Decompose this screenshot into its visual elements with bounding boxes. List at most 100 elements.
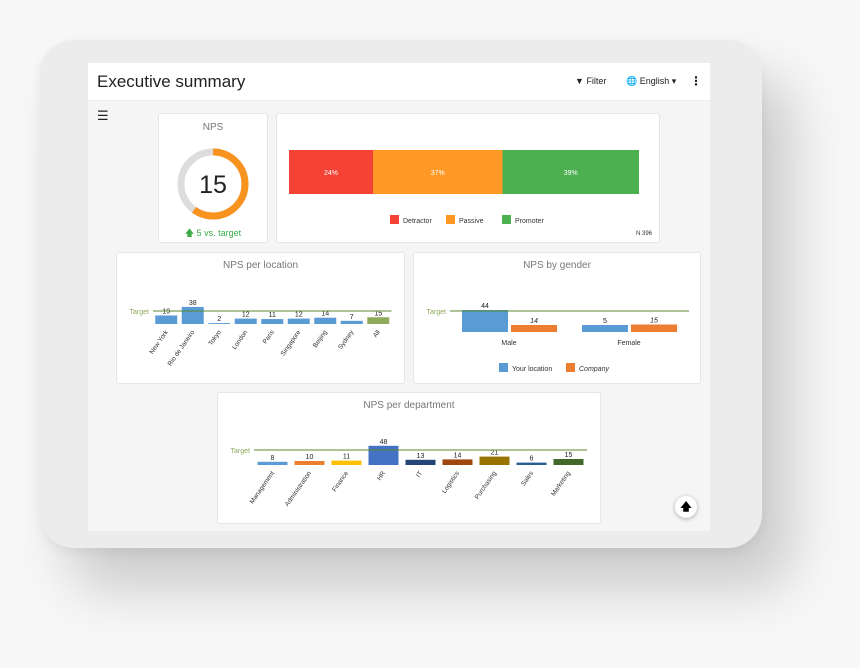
data-label: 15	[374, 310, 382, 317]
category-label: All	[372, 329, 382, 339]
category-label: IT	[415, 470, 424, 479]
data-label: 38	[189, 300, 197, 307]
nps-delta-text: 5 vs. target	[196, 228, 242, 238]
bar	[516, 462, 547, 465]
data-label: 8	[271, 455, 275, 462]
nps-gauge: 15	[177, 148, 249, 220]
legend-swatch	[502, 215, 511, 224]
data-label: 12	[295, 312, 303, 319]
legend-swatch	[390, 215, 399, 224]
app-bar: Executive summary ▼ Filter 🌐 English ▾ ⋮	[88, 63, 710, 101]
bar	[155, 315, 178, 324]
department-card: NPS per department Target 8 Management 10 Ad…	[217, 392, 601, 524]
category-label: Singapore	[280, 329, 303, 358]
data-label: 13	[417, 453, 425, 460]
data-label: 19	[162, 308, 170, 315]
location-title: NPS per location	[222, 260, 299, 271]
category-label: Rio de Janeiro	[167, 329, 197, 368]
bar	[181, 306, 204, 324]
bar	[234, 318, 257, 324]
segment-label: 24%	[324, 170, 338, 177]
segment-passive	[373, 150, 503, 194]
data-label: 14	[454, 452, 462, 459]
gender-title: NPS by gender	[523, 260, 591, 271]
bar	[405, 459, 436, 465]
nps-delta: 🡅 5 vs. target	[159, 226, 267, 242]
bar	[368, 445, 399, 465]
data-label: 12	[242, 312, 250, 319]
arrow-up-icon: 🡅	[184, 228, 195, 238]
bar	[294, 461, 325, 465]
bar	[462, 310, 508, 332]
department-chart: Target 8 Management 10 Administration 11 Finan…	[231, 439, 587, 508]
data-label: 5	[603, 318, 607, 325]
data-label: 44	[481, 303, 489, 310]
data-label: 15	[565, 452, 573, 459]
category-label: Marketing	[550, 470, 572, 498]
legend-label: Detractor	[403, 218, 432, 225]
legend-label: Your location	[512, 366, 552, 373]
nps-card: NPS 15 🡅 5 vs. target	[158, 113, 268, 243]
department-title: NPS per department	[363, 400, 455, 411]
location-card: NPS per location Target 19 New York 38 Rio d…	[116, 252, 405, 384]
sample-size: N 396	[636, 231, 653, 237]
category-label: Tokyo	[207, 329, 223, 347]
data-label: 11	[269, 312, 276, 319]
category-label: Female	[617, 340, 640, 347]
segment-promoter	[502, 150, 639, 194]
nps-card-title: NPS	[202, 122, 224, 133]
bar	[582, 325, 628, 332]
category-label: Administration	[284, 470, 314, 508]
location-chart: Target 19 New York 38 Rio de Janeiro 2 Tokyo 12…	[130, 300, 392, 368]
filter-label: Filter	[586, 76, 607, 86]
bar	[261, 319, 284, 324]
language-label: English	[639, 76, 670, 86]
filter-button[interactable]: ▼ Filter	[575, 76, 606, 86]
data-label: 14	[321, 311, 329, 318]
page-title: Executive summary	[97, 72, 246, 91]
gender-card: NPS by gender Target 44 14 Male 5 15 Female You…	[413, 252, 701, 384]
bar	[257, 461, 288, 465]
bar	[479, 456, 510, 465]
nps-score: 15	[199, 171, 227, 199]
bar	[340, 320, 363, 324]
legend-swatch	[499, 363, 508, 372]
target-label: Target	[427, 309, 447, 316]
distribution-card: 24% 37% 39% Detractor Passive Promoter N 396	[276, 113, 660, 243]
bar	[631, 324, 677, 332]
bar	[314, 317, 337, 324]
dashboard-screen: Executive summary ▼ Filter 🌐 English ▾ ⋮…	[88, 63, 710, 531]
legend-label: Company	[579, 366, 609, 373]
category-label: Sydney	[337, 329, 356, 351]
bar	[331, 460, 362, 465]
category-label: Beijing	[312, 329, 329, 349]
bar	[367, 317, 390, 324]
legend-label: Passive	[459, 218, 484, 225]
data-label: 15	[650, 318, 658, 325]
bar	[511, 325, 557, 332]
gauge-arc	[177, 148, 249, 220]
menu-icon[interactable]: ☰	[97, 108, 109, 123]
language-selector[interactable]: 🌐 English ▾	[626, 76, 676, 87]
category-label: Male	[501, 340, 516, 347]
gender-chart: Target 44 14 Male 5 15 Female Your location Comp…	[427, 303, 689, 373]
category-label: Purchasing	[474, 470, 499, 501]
more-options-icon[interactable]: ⋮	[690, 74, 702, 88]
data-label: 2	[217, 316, 221, 323]
segment-label: 37%	[431, 170, 445, 177]
bar	[553, 459, 584, 465]
distribution-chart: 24% 37% 39% Detractor Passive Promoter N 396	[289, 150, 653, 237]
category-label: London	[231, 329, 249, 351]
scroll-top-button[interactable]: 🡅	[675, 496, 697, 518]
chevron-down-icon: ▾	[671, 76, 677, 86]
legend-swatch	[446, 215, 455, 224]
segment-detractor	[289, 150, 373, 194]
category-label: HR	[376, 470, 387, 482]
category-label: Logistics	[441, 470, 462, 495]
target-label: Target	[231, 448, 251, 455]
data-label: 10	[306, 454, 314, 461]
data-label: 6	[530, 456, 534, 463]
data-label: 7	[350, 314, 354, 321]
category-label: Management	[249, 470, 277, 505]
filter-icon: ▼	[575, 76, 584, 86]
